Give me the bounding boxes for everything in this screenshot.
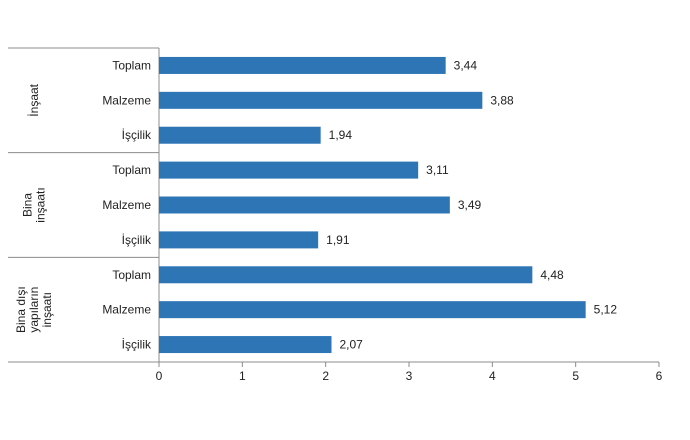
data-label: 5,12 xyxy=(594,303,618,317)
category-label: İşçilik xyxy=(122,338,152,352)
group-label: İnşaat xyxy=(27,83,41,116)
data-label: 1,91 xyxy=(326,233,350,247)
data-label: 3,44 xyxy=(454,58,478,72)
bar xyxy=(159,196,450,214)
category-label: Toplam xyxy=(112,268,151,282)
group-label-line: inşaatı xyxy=(34,187,48,222)
group-label-line: İnşaat xyxy=(27,83,41,116)
group-label-line: Bina dışı xyxy=(14,286,28,333)
data-label: 3,11 xyxy=(426,163,449,177)
data-label: 3,88 xyxy=(490,93,514,107)
category-label: İşçilik xyxy=(122,128,152,142)
data-label: 2,07 xyxy=(340,338,364,352)
category-label: Malzeme xyxy=(102,303,151,317)
group-label-line: inşaatı xyxy=(40,292,54,327)
bar xyxy=(159,161,419,179)
x-tick-label: 1 xyxy=(239,369,246,383)
group-label: Bina dışıyapılarıninşaatı xyxy=(14,286,54,333)
data-label: 4,48 xyxy=(540,268,564,282)
x-tick-label: 2 xyxy=(322,369,329,383)
group-label: Binainşaatı xyxy=(21,187,48,222)
group-label-line: yapıların xyxy=(27,287,41,333)
category-label: İşçilik xyxy=(122,233,152,247)
category-label: Toplam xyxy=(112,58,151,72)
bar xyxy=(159,91,483,109)
data-label: 3,49 xyxy=(458,198,482,212)
group-label-line: Bina xyxy=(21,193,35,217)
bar xyxy=(159,56,446,74)
category-label: Malzeme xyxy=(102,198,151,212)
category-label: Toplam xyxy=(112,163,151,177)
x-tick-label: 0 xyxy=(156,369,163,383)
category-label: Malzeme xyxy=(102,93,151,107)
bar xyxy=(159,301,586,319)
x-tick-label: 3 xyxy=(406,369,413,383)
x-tick-label: 4 xyxy=(489,369,496,383)
data-label: 1,94 xyxy=(329,128,353,142)
bar xyxy=(159,126,321,144)
x-tick-label: 6 xyxy=(656,369,663,383)
bar xyxy=(159,266,533,284)
bar xyxy=(159,336,332,354)
bar xyxy=(159,231,319,249)
x-tick-label: 5 xyxy=(572,369,579,383)
